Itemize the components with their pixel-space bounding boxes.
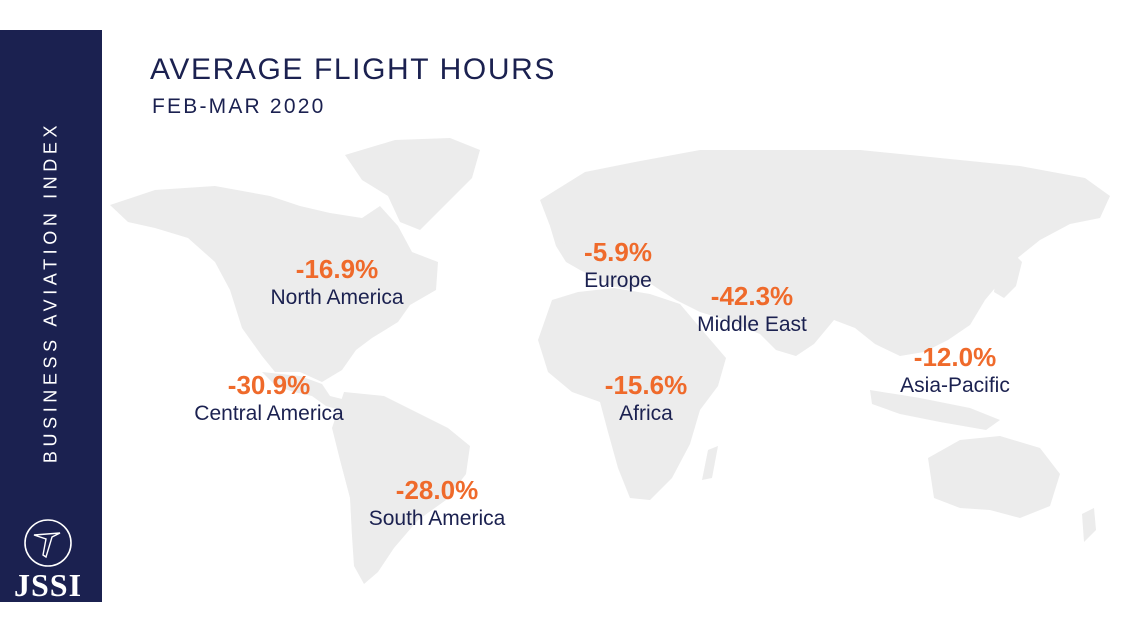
jssi-logo-icon [24,519,72,567]
region-middle-east: -42.3% Middle East [697,280,807,338]
region-value: -30.9% [227,370,311,400]
region-value: -42.3% [710,281,794,311]
chart-title: AVERAGE FLIGHT HOURS [150,53,556,86]
map-se-asia [870,390,1000,430]
map-greenland [345,138,480,230]
sidebar: BUSINESS AVIATION INDEX JSSI [0,30,102,603]
map-new-zealand [1082,508,1096,542]
region-value: -15.6% [604,370,688,400]
sidebar-vertical-text: BUSINESS AVIATION INDEX [40,120,61,464]
logo-text: JSSI [13,567,83,603]
map-south-america [332,392,470,584]
region-name: Central America [194,402,344,425]
map-madagascar [702,446,718,480]
region-europe: -5.9% Europe [584,236,652,294]
region-value: -5.9% [584,237,652,267]
region-central-america: -30.9% Central America [194,369,343,427]
region-name: Asia-Pacific [900,374,1010,397]
map-north-america [110,186,438,382]
map-japan [994,252,1022,298]
region-name: Middle East [697,313,807,336]
region-africa: -15.6% Africa [605,369,687,427]
region-south-america: -28.0% South America [369,474,506,532]
region-name: Africa [619,402,673,425]
region-name: North America [270,286,404,309]
map-africa [538,288,726,500]
region-value: -28.0% [395,475,479,505]
map-australia [928,436,1060,518]
map-central-america [262,372,346,410]
map-eurasia [540,150,1110,356]
region-asia-pacific: -12.0% Asia-Pacific [900,341,1010,399]
region-name: Europe [584,269,652,292]
map-uk [556,214,572,244]
region-value: -12.0% [913,342,997,372]
region-north-america: -16.9% North America [270,253,403,311]
region-name: South America [368,507,506,530]
region-value: -16.9% [295,254,379,284]
chart-subtitle: FEB-MAR 2020 [152,95,326,118]
